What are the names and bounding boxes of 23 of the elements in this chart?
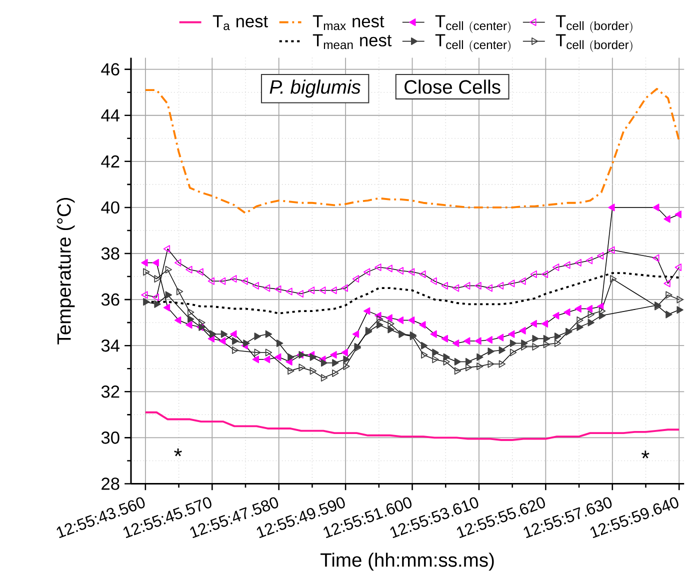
y-axis-title: Temperature (°C) — [56, 198, 75, 344]
annotation: P. biglumis — [270, 80, 361, 98]
annotation: * — [641, 450, 650, 458]
y-tick-label: 38 — [101, 247, 120, 260]
annotation: * — [174, 448, 182, 456]
y-tick-label: 40 — [101, 201, 120, 214]
legend-label: $\mathrm{T_{cell\ (center)}}$ — [435, 15, 510, 33]
legend-label: $\mathrm{T_{cell\ (center)}}$ — [435, 34, 510, 52]
legend-label: $\mathrm{T_{a}\ nest}$ — [212, 15, 268, 30]
y-tick-label: 42 — [101, 155, 120, 168]
x-axis-title: Time (hh:mm:ss.ms) — [320, 552, 494, 571]
y-tick-label: 34 — [101, 339, 120, 352]
y-tick-label: 28 — [102, 478, 120, 490]
y-tick-label: 32 — [101, 385, 120, 398]
legend-label: $\mathrm{T_{mean}\ nest}$ — [312, 34, 392, 50]
legend-label: $\mathrm{T_{cell\ (border)}}$ — [556, 15, 632, 33]
legend-label: $\mathrm{T_{max}\ nest}$ — [312, 15, 384, 30]
y-tick-label: 30 — [101, 432, 120, 444]
y-tick-label: 44 — [101, 109, 120, 122]
annotation: Close Cells — [404, 80, 500, 94]
legend-label: $\mathrm{T_{cell\ (border)}}$ — [556, 34, 632, 52]
y-tick-label: 46 — [101, 63, 120, 76]
y-tick-label: 36 — [101, 293, 120, 306]
